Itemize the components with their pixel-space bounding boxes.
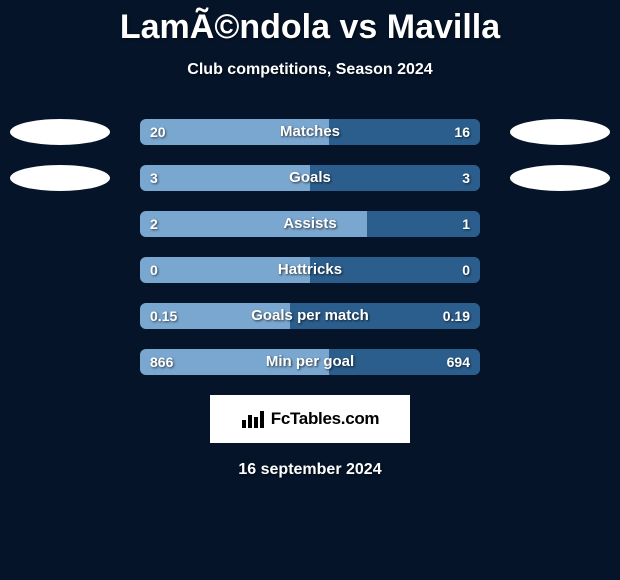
- stat-bar-track: 2016Matches: [140, 119, 480, 145]
- stat-bar-left: [140, 211, 367, 237]
- stat-bar-track: 21Assists: [140, 211, 480, 237]
- stat-value-left: 3: [140, 165, 168, 191]
- stat-value-left: 866: [140, 349, 183, 375]
- player-left-marker: [10, 119, 110, 145]
- stat-row: 00Hattricks: [0, 257, 620, 283]
- player-right-marker: [510, 119, 610, 145]
- player-right-marker: [510, 165, 610, 191]
- stat-row: 0.150.19Goals per match: [0, 303, 620, 329]
- stat-bar-track: 866694Min per goal: [140, 349, 480, 375]
- stat-value-right: 3: [452, 165, 480, 191]
- stat-row: 866694Min per goal: [0, 349, 620, 375]
- stat-value-right: 0: [452, 257, 480, 283]
- stat-value-right: 16: [444, 119, 480, 145]
- stat-bar-track: 00Hattricks: [140, 257, 480, 283]
- stat-value-left: 2: [140, 211, 168, 237]
- comparison-bars: 2016Matches33Goals21Assists00Hattricks0.…: [0, 119, 620, 375]
- stat-value-right: 694: [437, 349, 480, 375]
- fctables-logo: FcTables.com: [210, 395, 410, 443]
- snapshot-date: 16 september 2024: [0, 461, 620, 479]
- stat-bar-track: 0.150.19Goals per match: [140, 303, 480, 329]
- stat-value-left: 0: [140, 257, 168, 283]
- stat-value-left: 20: [140, 119, 176, 145]
- stat-value-right: 0.19: [433, 303, 480, 329]
- stat-value-left: 0.15: [140, 303, 187, 329]
- bars-icon: [241, 409, 265, 429]
- stat-row: 2016Matches: [0, 119, 620, 145]
- stat-bar-track: 33Goals: [140, 165, 480, 191]
- stat-row: 33Goals: [0, 165, 620, 191]
- logo-text: FcTables.com: [271, 409, 380, 429]
- page-title: LamÃ©ndola vs Mavilla: [0, 0, 620, 47]
- player-left-marker: [10, 165, 110, 191]
- stat-row: 21Assists: [0, 211, 620, 237]
- stat-value-right: 1: [452, 211, 480, 237]
- season-subtitle: Club competitions, Season 2024: [0, 61, 620, 79]
